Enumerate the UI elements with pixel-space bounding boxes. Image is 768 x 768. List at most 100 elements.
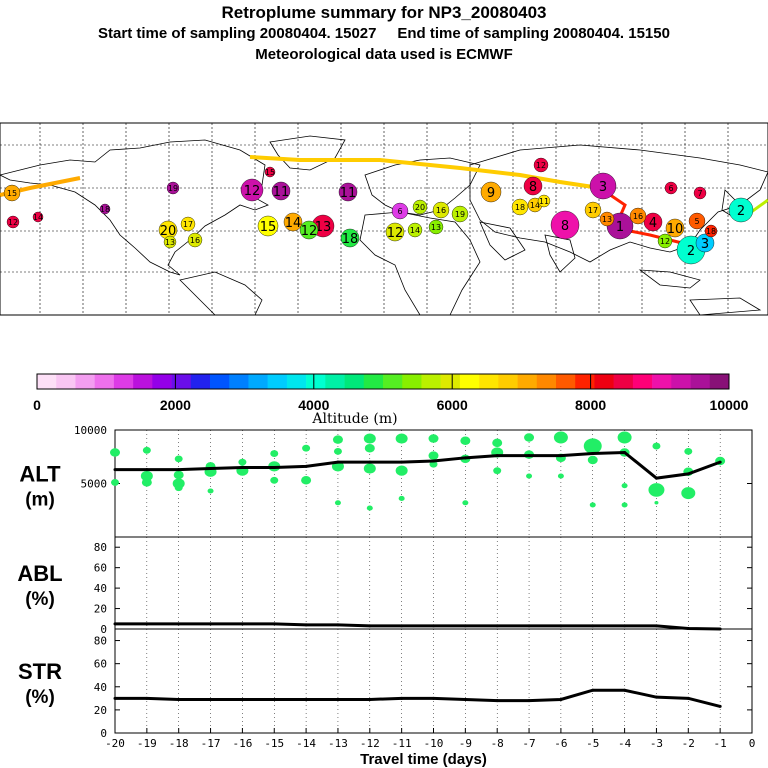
colorbar-segment bbox=[306, 374, 326, 389]
plume-marker-label: 15 bbox=[7, 189, 17, 198]
plume-marker-label: 3 bbox=[599, 180, 607, 195]
plume-marker: 6 bbox=[664, 181, 678, 195]
str-data-point bbox=[654, 695, 658, 699]
alt-data-point bbox=[336, 460, 340, 464]
particle-dot bbox=[363, 433, 376, 444]
panel-ylabel: STR bbox=[18, 659, 62, 684]
x-tick-label: -13 bbox=[328, 737, 348, 750]
plume-marker-label: 15 bbox=[265, 168, 275, 177]
x-axis-label: Travel time (days) bbox=[360, 751, 487, 768]
x-tick-label: -19 bbox=[137, 737, 157, 750]
str-data-point bbox=[177, 697, 181, 701]
colorbar-segment bbox=[113, 374, 134, 389]
abl-data-point bbox=[432, 624, 435, 628]
particle-dot bbox=[553, 431, 568, 444]
colorbar-segment bbox=[210, 374, 230, 389]
str-data-point bbox=[272, 697, 276, 701]
plume-marker: 15 bbox=[257, 215, 279, 237]
str-data-point bbox=[368, 697, 372, 701]
abl-data-point bbox=[304, 623, 308, 627]
abl-data-point bbox=[272, 622, 276, 626]
particle-dot bbox=[589, 502, 596, 508]
particle-dot bbox=[681, 487, 696, 500]
plume-marker: 7 bbox=[693, 186, 707, 200]
particle-dot bbox=[395, 465, 408, 476]
x-tick-label: -12 bbox=[360, 737, 380, 750]
particle-dot bbox=[174, 484, 183, 492]
y-tick-label: 40 bbox=[94, 681, 107, 694]
colorbar-segment bbox=[575, 374, 595, 389]
plume-marker: 2 bbox=[728, 197, 754, 223]
panel-alt: 10000 5000 ALT (m) bbox=[19, 424, 752, 537]
plume-marker: 11 bbox=[338, 182, 358, 202]
plume-marker: 14 bbox=[283, 212, 303, 232]
plume-marker: 3 bbox=[589, 172, 617, 200]
colorbar-segment bbox=[498, 374, 518, 389]
plume-marker: 15 bbox=[3, 184, 21, 202]
x-tick-label: -16 bbox=[232, 737, 252, 750]
plume-marker-label: 12 bbox=[387, 226, 404, 241]
colorbar-segment bbox=[536, 374, 557, 389]
plume-marker: 16 bbox=[432, 201, 450, 219]
x-tick-label: -5 bbox=[586, 737, 599, 750]
abl-data-point bbox=[336, 623, 340, 627]
x-tick-label: -18 bbox=[169, 737, 189, 750]
colorbar-segment bbox=[190, 374, 211, 389]
str-data-point bbox=[527, 699, 531, 703]
x-tick-label: 0 bbox=[749, 737, 756, 750]
y-tick-label: 80 bbox=[94, 635, 107, 648]
abl-data-point bbox=[209, 622, 213, 626]
alt-data-point bbox=[368, 460, 372, 464]
y-tick-label: 20 bbox=[94, 603, 107, 616]
str-data-point bbox=[240, 697, 244, 701]
plume-marker-label: 13 bbox=[431, 223, 441, 232]
y-tick-label: 80 bbox=[94, 541, 107, 554]
plume-marker-label: 13 bbox=[165, 238, 175, 247]
plume-marker: 13 bbox=[428, 219, 444, 235]
str-data-point bbox=[145, 696, 149, 700]
particle-dot bbox=[648, 483, 665, 497]
plume-marker-label: 8 bbox=[561, 219, 569, 234]
particle-dot bbox=[111, 479, 119, 486]
abl-series-line bbox=[115, 622, 721, 631]
abl-data-point bbox=[591, 624, 595, 628]
x-tick-label: -10 bbox=[424, 737, 444, 750]
alt-data-point bbox=[527, 454, 531, 458]
colorbar-segment bbox=[459, 374, 480, 389]
particle-dot bbox=[557, 473, 564, 479]
particle-dot bbox=[140, 470, 153, 482]
colorbar-segment bbox=[267, 374, 288, 389]
particle-dot bbox=[333, 448, 342, 455]
alt-data-point bbox=[591, 452, 595, 456]
colorbar-segment bbox=[479, 374, 499, 389]
y-tick-label: 60 bbox=[94, 658, 107, 671]
particle-dot bbox=[652, 442, 661, 450]
plume-marker: 13 bbox=[163, 235, 177, 249]
colorbar-segment bbox=[383, 374, 403, 389]
plume-marker-label: 14 bbox=[530, 201, 540, 210]
plume-marker: 18 bbox=[99, 203, 111, 215]
y-tick-label: 20 bbox=[94, 704, 107, 717]
plume-marker-label: 4 bbox=[649, 216, 657, 231]
colorbar-tick-label: 6000 bbox=[437, 397, 468, 413]
plume-marker: 19 bbox=[166, 181, 180, 195]
x-tick-label: -2 bbox=[682, 737, 695, 750]
plume-marker-label: 16 bbox=[190, 236, 200, 245]
particle-dot bbox=[524, 433, 535, 442]
particle-dot bbox=[238, 458, 247, 466]
plume-marker: 12 bbox=[385, 222, 405, 242]
y-tick-label: 60 bbox=[94, 562, 107, 575]
plume-marker-label: 19 bbox=[168, 184, 178, 193]
y-tick-label: 5000 bbox=[81, 478, 108, 491]
alt-data-point bbox=[209, 467, 213, 471]
str-data-point bbox=[718, 704, 722, 708]
plume-marker-label: 5 bbox=[694, 217, 699, 226]
colorbar-segment bbox=[421, 374, 441, 389]
plume-marker-label: 17 bbox=[588, 206, 598, 215]
particle-dot bbox=[301, 476, 312, 485]
plume-marker: 8 bbox=[550, 210, 580, 240]
plume-marker: 8 bbox=[523, 176, 543, 196]
plume-marker-label: 6 bbox=[668, 184, 673, 193]
plume-marker-label: 7 bbox=[697, 189, 702, 198]
str-series-line bbox=[115, 688, 721, 708]
